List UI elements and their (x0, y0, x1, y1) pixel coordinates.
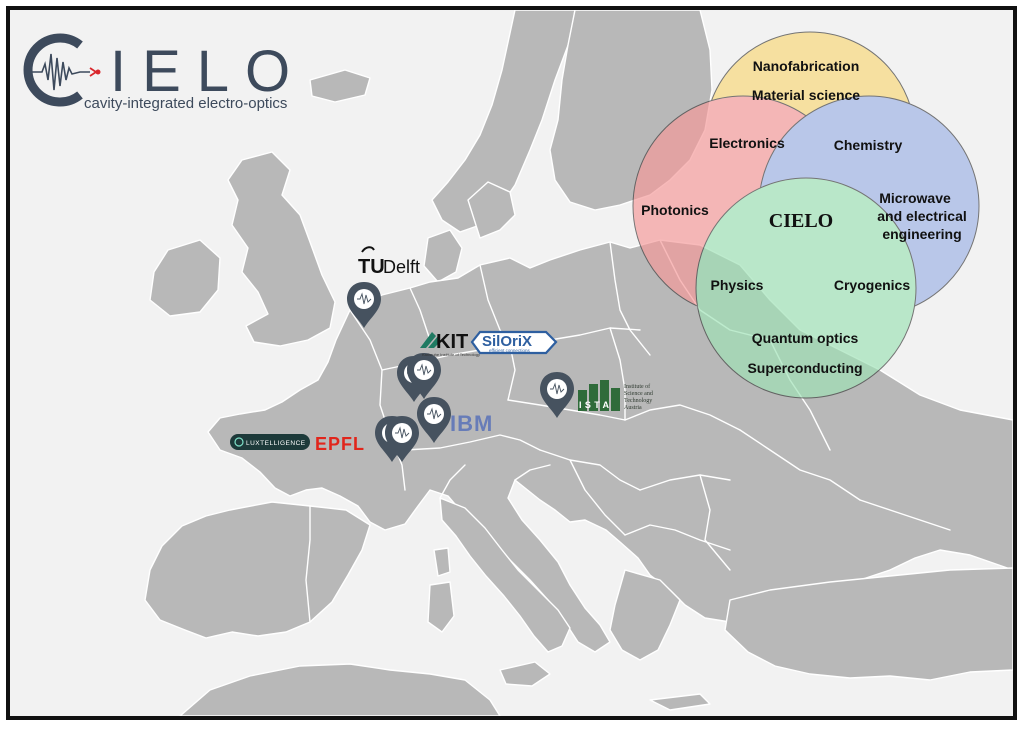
kit-tagline: Karlsruhe Institute of Technology (422, 352, 480, 357)
sicily (499, 661, 551, 687)
ista-line-1: Institute of (624, 383, 650, 390)
luxtelligence-wordmark: LUXTELLIGENCE (246, 440, 306, 447)
ista-bar-1 (578, 390, 587, 411)
venn-label-nanofabrication: Nanofabrication (753, 58, 860, 74)
venn-circle-quantum (695, 177, 917, 399)
italy (439, 497, 571, 653)
ista-line-3: Technology (624, 398, 652, 404)
epfl-logo: EPFL (315, 434, 365, 454)
north-africa (179, 663, 501, 716)
siloryx-tagline: efficient connections (489, 348, 530, 353)
siloryx-wordmark: SilOriX (482, 333, 532, 350)
venn-diagram: Nanofabrication Material science Electro… (632, 31, 980, 399)
logo-c-arc (23, 33, 83, 107)
kit-wordmark: KIT (436, 331, 468, 353)
figure-frame: IELO cavity-integrated electro-optics Na… (6, 6, 1017, 720)
crete (649, 693, 711, 711)
venn-label-chemistry: Chemistry (834, 137, 903, 153)
cielo-logo: IELO cavity-integrated electro-optics (23, 33, 306, 112)
turkey (724, 567, 1013, 681)
logo-wave-icon (32, 53, 90, 91)
cielo-figure: IELO cavity-integrated electro-optics Na… (23, 10, 1013, 716)
venn-label-cryogenics: Cryogenics (834, 277, 910, 293)
luxtelligence-icon (234, 437, 244, 447)
ista-logo: ISTA Institute of Science and Technology… (578, 380, 653, 411)
logo-laser-dot-icon (95, 69, 101, 75)
tudelft-logo: TU Delft (358, 246, 420, 278)
partner-logos: TU Delft KIT Karlsruhe Institute of Tech… (230, 246, 653, 454)
norway-coast (467, 181, 516, 239)
venn-center-label: CIELO (769, 210, 833, 232)
luxtelligence-logo: LUXTELLIGENCE (230, 434, 310, 450)
greece (609, 569, 681, 661)
corsica (433, 547, 451, 577)
ista-line-4: Austria (624, 405, 642, 411)
ireland (149, 239, 221, 317)
tudelft-delft: Delft (383, 257, 420, 277)
iceland (309, 69, 371, 103)
logo-wordmark: IELO (110, 39, 306, 104)
ista-wordmark: ISTA (579, 400, 612, 410)
ista-line-2: Science and (624, 391, 653, 397)
venn-label-photonics: Photonics (641, 202, 709, 218)
venn-label-quantum-optics: Quantum optics (752, 330, 859, 346)
ibm-logo: IBM (450, 411, 493, 436)
kit-logo: KIT Karlsruhe Institute of Technology (420, 331, 480, 357)
ista-bar-2 (589, 384, 598, 411)
kit-emblem-icon (420, 332, 440, 348)
venn-label-superconducting: Superconducting (747, 360, 862, 376)
venn-label-microwave-3: engineering (882, 226, 961, 242)
tudelft-tu: TU (358, 256, 385, 278)
denmark (423, 229, 463, 283)
tudelft-flame-icon (361, 246, 375, 253)
luxtelligence-badge (230, 434, 310, 450)
venn-label-material-science: Material science (752, 87, 860, 103)
venn-label-microwave-1: Microwave (879, 190, 951, 206)
ista-bar-3 (600, 380, 609, 411)
venn-label-physics: Physics (711, 277, 764, 293)
venn-label-microwave-2: and electrical (877, 208, 967, 224)
logo-subtitle: cavity-integrated electro-optics (84, 95, 287, 112)
siloryx-badge (470, 330, 558, 355)
iberia (144, 501, 371, 639)
venn-label-electronics: Electronics (709, 135, 785, 151)
scandinavia (431, 10, 576, 233)
great-britain (227, 151, 336, 347)
ista-bar-4 (611, 388, 620, 411)
logo-laser-icon (89, 67, 98, 77)
sardinia (427, 581, 455, 633)
siloryx-logo: SilOriX efficient connections (470, 330, 558, 355)
